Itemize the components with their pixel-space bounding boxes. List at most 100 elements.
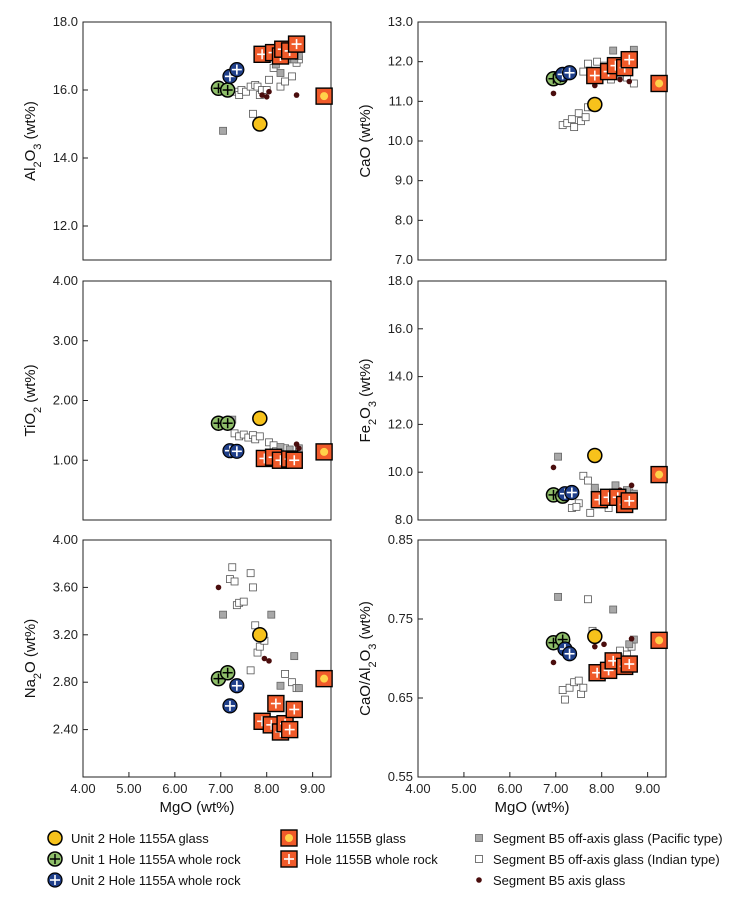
data-point-b-wr — [620, 655, 638, 673]
data-point-b-glass — [315, 669, 333, 688]
legend-symbol — [280, 850, 298, 868]
data-point-b-glass — [315, 87, 333, 105]
y-tick-label: 10.0 — [388, 464, 413, 479]
y-tick-label: 7.0 — [395, 252, 413, 267]
data-point-u2-glass — [587, 628, 603, 645]
data-point-axis — [617, 76, 623, 83]
legend-swatch-axis — [476, 877, 482, 883]
data-point-pac — [294, 684, 303, 693]
data-point-pac — [219, 610, 227, 619]
data-point-axis — [266, 88, 272, 95]
legend-label: Hole 1155B whole rock — [305, 851, 438, 867]
data-point-pac — [267, 610, 276, 619]
y-tick-label: 8.0 — [395, 212, 413, 227]
data-point-ind — [561, 695, 569, 704]
y-tick-label: 0.65 — [388, 690, 413, 705]
data-point-ind — [249, 109, 257, 118]
legend-symbol — [475, 855, 483, 863]
plot-frame — [82, 539, 332, 778]
y-tick-label: 1.00 — [53, 452, 78, 467]
x-tick-label: 4.00 — [70, 781, 95, 796]
legend-swatch-holeb-glass — [280, 829, 298, 847]
data-point-ind — [574, 676, 583, 685]
x-tick-label: 5.00 — [116, 781, 141, 796]
x-tick-label: 7.00 — [208, 781, 233, 796]
y-tick-label: 10.0 — [388, 133, 413, 148]
legend-symbol — [280, 829, 298, 847]
x-tick-label: 6.00 — [497, 781, 522, 796]
data-point-axis — [293, 441, 300, 447]
data-point-ind — [230, 577, 239, 586]
data-point-ind — [574, 109, 583, 118]
y-tick-label: 16.0 — [53, 82, 78, 97]
legend-item-unit1-wr: Unit 1 Hole 1155A whole rock — [45, 849, 241, 869]
data-point-pac — [290, 652, 299, 661]
data-point-ind — [579, 683, 588, 692]
data-point-axis — [628, 482, 635, 489]
data-point-ind — [255, 432, 264, 441]
data-point-b-glass — [650, 74, 668, 93]
data-point-ind — [242, 87, 250, 96]
data-point-axis — [266, 658, 272, 664]
y-axis-title: Fe2O3 (wt%) — [357, 359, 379, 443]
data-point-u2-wr — [561, 646, 578, 662]
x-axis-title: MgO (wt%) — [495, 799, 570, 816]
y-axis-title: CaO/Al2O3 (wt%) — [357, 601, 379, 716]
chart-panel-6: 0.55 0.65 0.75 0.85 4.00 5.00 6.00 7.00 8.00 9.00… — [357, 532, 668, 816]
legend-swatch-unit2-glass — [47, 830, 63, 846]
data-point-b-glass — [650, 465, 668, 484]
data-point-u2-glass — [587, 447, 603, 464]
data-point-ind — [579, 471, 588, 480]
data-point-pac — [219, 126, 227, 135]
data-point-pac — [609, 46, 618, 55]
y-tick-label: 8.0 — [395, 512, 413, 527]
data-point-u1-wr — [219, 664, 236, 681]
x-tick-label: 5.00 — [451, 781, 476, 796]
legend-label: Unit 2 Hole 1155A whole rock — [71, 872, 241, 888]
data-point-ind — [584, 476, 592, 485]
data-point-b-wr — [620, 50, 638, 69]
data-point-u2-wr — [561, 65, 578, 81]
y-tick-label: 14.0 — [388, 369, 413, 384]
chart-panel-3: 1.00 2.00 3.00 4.00 TiO2 (wt%) — [22, 273, 333, 521]
data-point-pac — [554, 452, 562, 461]
data-point-b-wr — [287, 35, 306, 53]
y-tick-label: 14.0 — [53, 150, 78, 165]
x-axis-title: MgO (wt%) — [160, 799, 235, 816]
data-point-axis — [550, 464, 557, 471]
data-point-ind — [558, 686, 567, 694]
legend-label: Unit 1 Hole 1155A whole rock — [71, 851, 241, 867]
chart-panel-5: 2.40 2.80 3.20 3.60 4.00 4.00 5.00 6.00 7.00 8.00… — [22, 532, 333, 816]
data-point-pac — [625, 640, 634, 649]
x-tick-label: 6.00 — [162, 781, 187, 796]
data-point-pac — [611, 481, 620, 490]
y-tick-label: 12.0 — [388, 416, 413, 431]
legend-swatch-unit1-wr — [47, 851, 63, 867]
x-tick-label: 4.00 — [405, 781, 430, 796]
data-point-axis — [261, 655, 268, 662]
plot-frame — [417, 539, 667, 778]
data-point-ind — [593, 57, 602, 66]
data-point-ind — [281, 77, 289, 86]
data-point-b-wr — [285, 451, 303, 469]
legend-swatch-holeb-wr — [280, 850, 298, 868]
data-point-b-glass — [650, 631, 668, 650]
y-tick-label: 12.0 — [53, 218, 78, 233]
y-tick-label: 13.0 — [388, 14, 413, 29]
data-point-pac — [276, 69, 285, 77]
data-point-axis — [626, 78, 633, 85]
legend-symbol — [476, 877, 482, 883]
legend-item-holeb-glass: Hole 1155B glass — [279, 828, 406, 848]
legend-symbol — [47, 830, 63, 846]
x-tick-label: 7.00 — [543, 781, 568, 796]
legend-label: Unit 2 Hole 1155A glass — [71, 830, 209, 846]
legend-swatch-unit2-wr — [47, 872, 63, 888]
y-tick-label: 3.00 — [53, 333, 78, 348]
y-tick-label: 18.0 — [53, 14, 78, 29]
y-tick-label: 4.00 — [53, 532, 78, 547]
y-axis-title: TiO2 (wt%) — [22, 364, 44, 436]
legend-item-unit2-wr: Unit 2 Hole 1155A whole rock — [45, 870, 241, 890]
data-point-b-wr — [285, 700, 303, 719]
data-point-u2-wr — [229, 61, 245, 78]
data-point-ind — [246, 569, 255, 578]
